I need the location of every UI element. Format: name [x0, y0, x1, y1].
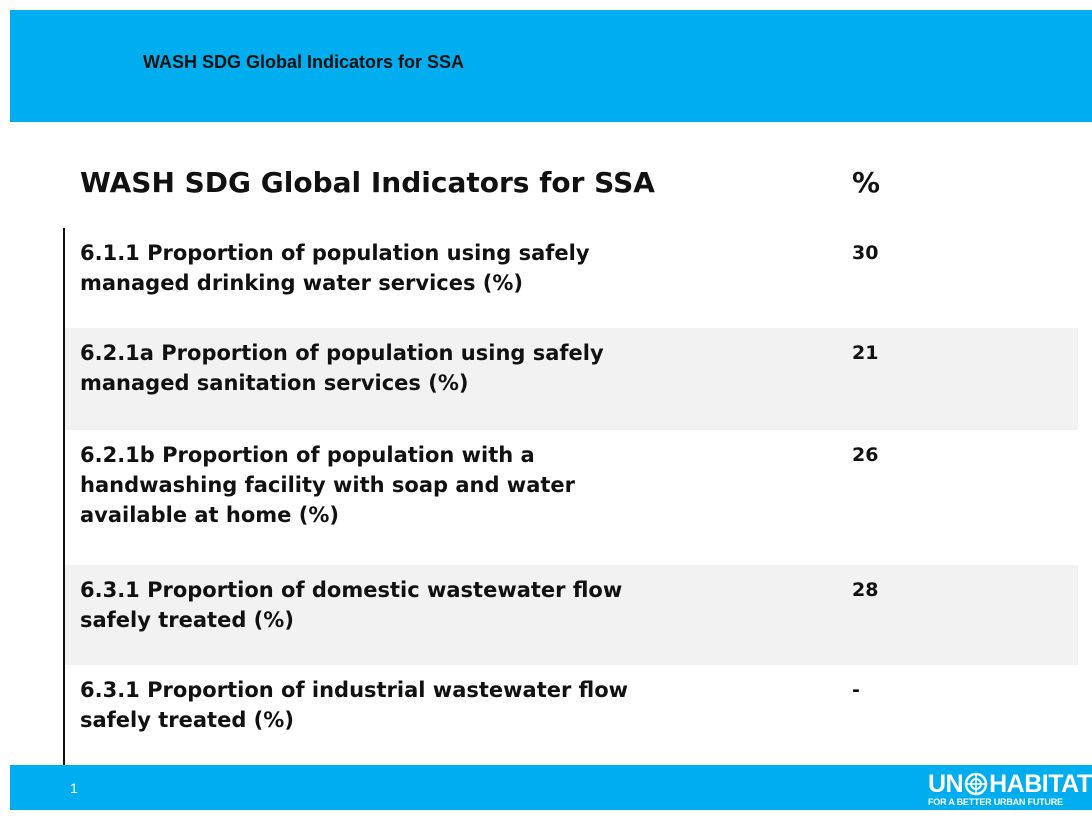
value-cell: 28 [852, 579, 879, 601]
header-title: WASH SDG Global Indicators for SSA [143, 52, 465, 72]
indicator-line: 6.3.1 Proportion of domestic wastewater … [80, 578, 623, 602]
value-cell: 21 [852, 342, 879, 364]
indicator-line: managed sanitation services (%) [80, 371, 469, 395]
indicator-cell: 6.3.1 Proportion of domestic wastewater … [80, 575, 622, 635]
table-rule [63, 228, 65, 765]
value-cell: 26 [852, 444, 879, 466]
indicator-line: safely treated (%) [80, 708, 294, 732]
table-row: 6.2.1b Proportion of population with a ha… [65, 430, 1078, 565]
page-number: 1 [70, 780, 78, 796]
indicator-cell: 6.2.1b Proportion of population with a ha… [80, 440, 575, 530]
value-cell: 30 [852, 242, 879, 264]
indicator-line: available at home (%) [80, 503, 339, 527]
logo-text: UN [928, 770, 964, 798]
logo-icon [964, 772, 988, 796]
column-header: WASH SDG Global Indicators for SSA [80, 166, 655, 199]
indicator-cell: 6.1.1 Proportion of population using saf… [80, 238, 590, 298]
logo-tagline: FOR A BETTER URBAN FUTURE [928, 797, 1063, 807]
indicator-line: 6.2.1a Proportion of population using sa… [80, 341, 604, 365]
indicator-line: 6.1.1 Proportion of population using saf… [80, 241, 590, 265]
value-cell: - [852, 679, 860, 701]
logo: UN HABITAT FOR A BETTER URBAN FUTURE [928, 771, 1092, 807]
indicator-line: safely treated (%) [80, 608, 294, 632]
indicator-line: 6.3.1 Proportion of industrial wastewate… [80, 678, 629, 702]
table-row: 6.2.1a Proportion of population using sa… [65, 328, 1078, 430]
indicator-line: managed drinking water services (%) [80, 271, 524, 295]
table-row: 6.3.1 Proportion of industrial wastewate… [65, 665, 1078, 765]
footer-band [10, 765, 1092, 810]
indicator-line: handwashing facility with soap and water [80, 473, 576, 497]
indicator-cell: 6.2.1a Proportion of population using sa… [80, 338, 604, 398]
indicator-line: 6.2.1b Proportion of population with a [80, 443, 535, 467]
header-band [10, 10, 1092, 122]
logo-text: HABITAT [989, 770, 1092, 798]
indicator-cell: 6.3.1 Proportion of industrial wastewate… [80, 675, 628, 735]
table-row: 6.3.1 Proportion of domestic wastewater … [65, 565, 1078, 665]
table-row: 6.1.1 Proportion of population using saf… [65, 228, 1078, 328]
column-header: % [852, 166, 881, 199]
logo-mark: UN HABITAT [928, 771, 1092, 797]
